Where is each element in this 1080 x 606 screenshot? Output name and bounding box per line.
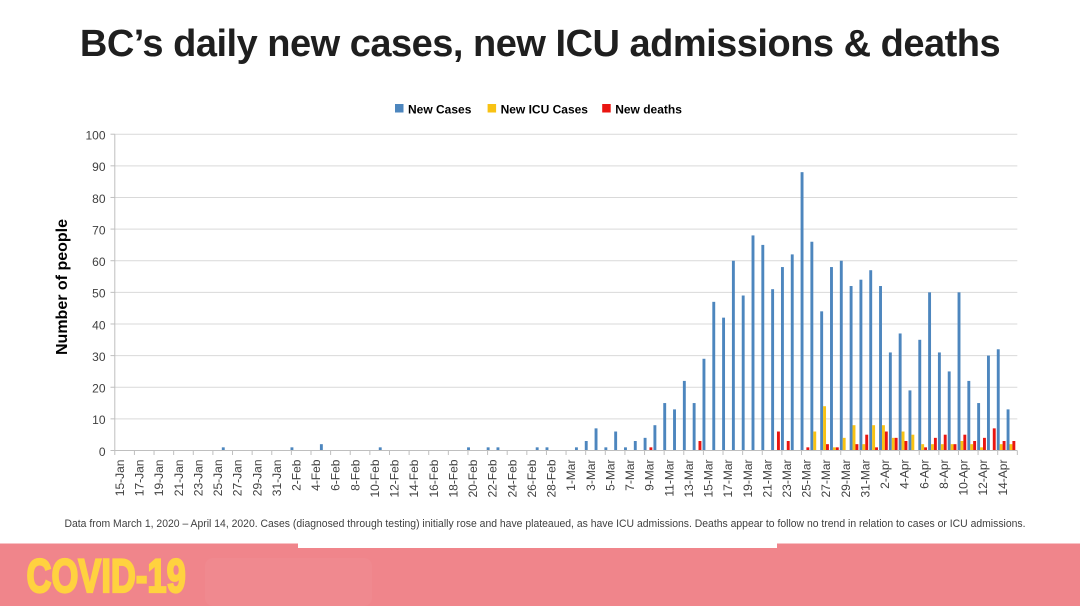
svg-text:1-Mar: 1-Mar [564,460,578,491]
svg-text:COVID-19: COVID-19 [27,550,186,602]
svg-text:2-Feb: 2-Feb [289,459,303,491]
svg-text:18-Feb: 18-Feb [446,459,460,497]
svg-text:6-Apr: 6-Apr [917,459,931,488]
svg-text:8-Apr: 8-Apr [937,459,951,488]
svg-text:4-Apr: 4-Apr [898,459,912,488]
svg-text:29-Jan: 29-Jan [250,460,264,497]
svg-text:14-Apr: 14-Apr [996,460,1010,496]
svg-text:Number of people: Number of people [54,219,71,355]
svg-text:15-Jan: 15-Jan [113,460,127,497]
svg-text:27-Jan: 27-Jan [231,460,245,497]
svg-text:20: 20 [92,382,106,396]
svg-text:23-Jan: 23-Jan [191,460,205,497]
svg-text:8-Feb: 8-Feb [348,459,362,491]
svg-text:50: 50 [92,287,106,301]
svg-text:BC’s daily new cases, new ICU: BC’s daily new cases, new ICU admissions… [80,23,1000,65]
svg-text:12-Apr: 12-Apr [976,460,990,496]
svg-text:26-Feb: 26-Feb [525,459,539,497]
svg-text:21-Jan: 21-Jan [172,460,186,497]
svg-text:6-Feb: 6-Feb [329,459,343,491]
svg-text:22-Feb: 22-Feb [486,459,500,497]
svg-text:15-Mar: 15-Mar [702,460,716,498]
svg-text:16-Feb: 16-Feb [427,459,441,497]
svg-text:New deaths: New deaths [615,103,682,117]
svg-text:10: 10 [92,413,106,427]
svg-text:70: 70 [92,223,106,237]
svg-text:25-Jan: 25-Jan [211,460,225,497]
svg-text:40: 40 [92,318,106,332]
svg-text:3-Mar: 3-Mar [584,460,598,491]
svg-text:27-Mar: 27-Mar [819,460,833,498]
svg-text:24-Feb: 24-Feb [505,459,519,497]
svg-text:5-Mar: 5-Mar [603,460,617,491]
svg-text:80: 80 [92,192,106,206]
svg-text:14-Feb: 14-Feb [407,459,421,497]
svg-text:4-Feb: 4-Feb [309,459,323,491]
svg-text:29-Mar: 29-Mar [839,460,853,498]
svg-text:2-Apr: 2-Apr [878,459,892,488]
svg-text:23-Mar: 23-Mar [780,460,794,498]
svg-text:100: 100 [85,129,105,143]
svg-text:17-Jan: 17-Jan [133,460,147,497]
svg-text:9-Mar: 9-Mar [643,460,657,491]
svg-text:20-Feb: 20-Feb [466,459,480,497]
svg-text:13-Mar: 13-Mar [682,460,696,498]
svg-text:11-Mar: 11-Mar [662,460,676,497]
svg-text:New ICU Cases: New ICU Cases [501,103,589,117]
svg-text:31-Jan: 31-Jan [270,460,284,497]
svg-text:New Cases: New Cases [408,103,472,117]
svg-text:19-Mar: 19-Mar [741,460,755,498]
svg-text:0: 0 [99,445,106,459]
svg-text:30: 30 [92,350,106,364]
svg-text:31-Mar: 31-Mar [858,460,872,498]
svg-text:12-Feb: 12-Feb [388,459,402,497]
svg-text:17-Mar: 17-Mar [721,460,735,498]
svg-text:7-Mar: 7-Mar [623,460,637,491]
svg-text:25-Mar: 25-Mar [800,460,814,498]
svg-text:19-Jan: 19-Jan [152,460,166,497]
svg-text:28-Feb: 28-Feb [545,459,559,497]
svg-text:60: 60 [92,255,106,269]
svg-text:90: 90 [92,160,106,174]
svg-text:21-Mar: 21-Mar [760,460,774,498]
svg-text:Data from March 1, 2020 – Apri: Data from March 1, 2020 – April 14, 2020… [65,518,1026,530]
svg-text:10-Apr: 10-Apr [957,460,971,496]
svg-text:10-Feb: 10-Feb [368,459,382,497]
